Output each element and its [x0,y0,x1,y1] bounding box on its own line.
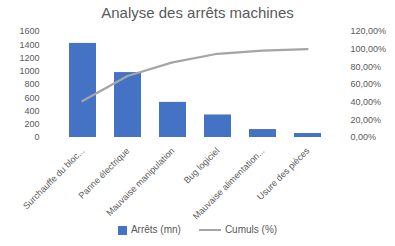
html-text:Analyse des arrêts machines: Analyse des arrêts machines [101,4,294,21]
svg-text:600: 600 [24,93,39,103]
svg-text:80,00%: 80,00% [351,62,382,72]
html-text:Arrêts (mn): Arrêts (mn) [130,224,181,235]
html-text:Cumuls (%): Cumuls (%) [224,224,278,235]
svg-text:120,00%: 120,00% [351,26,387,36]
svg-text:400: 400 [24,106,39,116]
svg-text:0: 0 [34,132,39,142]
svg-text:1200: 1200 [19,53,39,63]
svg-text:Usure des pièces: Usure des pièces [255,145,312,202]
svg-text:200: 200 [24,119,39,129]
svg-text:0,00%: 0,00% [351,132,377,142]
svg-text:800: 800 [24,79,39,89]
svg-text:20,00%: 20,00% [351,115,382,125]
svg-text:60,00%: 60,00% [351,79,382,89]
svg-text:Mauvaise alimentation...: Mauvaise alimentation... [191,146,267,222]
svg-text:1000: 1000 [19,66,39,76]
svg-text:40,00%: 40,00% [351,97,382,107]
svg-text:1400: 1400 [19,40,39,50]
svg-text:Mauvaise manipulation: Mauvaise manipulation [104,146,176,218]
svg-text:Surchauffe du bloc...: Surchauffe du bloc... [21,146,86,211]
svg-text:Panne électrique: Panne électrique [76,145,132,201]
svg-text:Bug logiciel: Bug logiciel [182,146,222,186]
svg-text:1600: 1600 [19,26,39,36]
svg-text:100,00%: 100,00% [351,44,387,54]
